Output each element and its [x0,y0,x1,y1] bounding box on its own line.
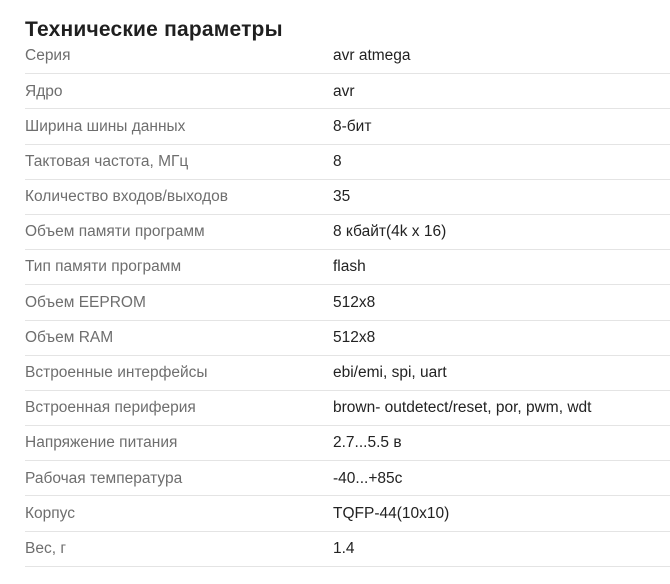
param-value: 8 [333,152,342,170]
param-label: Объем EEPROM [25,293,146,311]
param-label: Рабочая температура [25,469,183,487]
table-row: Количество входов/выходов 35 [25,180,670,215]
table-row: Тип памяти программ flash [25,250,670,286]
param-value: 512x8 [333,328,376,346]
table-row: Объем RAM 512x8 [25,321,670,356]
table-row: Встроенная периферия brown- outdetect/re… [25,391,670,427]
param-value: flash [333,258,366,276]
table-row: Объем EEPROM 512x8 [25,285,670,321]
param-value: 1.4 [333,539,355,557]
param-value: brown- outdetect/reset, por, pwm, wdt [333,399,592,417]
param-label: Тип памяти программ [25,258,182,276]
param-label: Объем RAM [25,328,114,346]
table-row: Серия avr atmega [25,39,670,75]
table-row: Рабочая температура -40...+85c [25,461,670,497]
param-value: avr [333,82,355,100]
param-label: Объем памяти программ [25,223,205,241]
param-label: Ширина шины данных [25,117,186,135]
spec-table: Серия avr atmega Ядро avr Ширина шины да… [25,39,670,567]
param-value: TQFP-44(10x10) [333,504,450,522]
table-row: Корпус TQFP-44(10x10) [25,496,670,532]
param-label: Тактовая частота, МГц [25,152,189,170]
param-value: 8 кбайт(4k x 16) [333,223,447,241]
table-row: Напряжение питания 2.7...5.5 в [25,426,670,462]
param-label: Корпус [25,504,75,522]
param-label: Встроенные интерфейсы [25,364,208,382]
spec-section: Технические параметры Серия avr atmega Я… [25,0,670,567]
param-label: Ядро [25,82,63,100]
param-label: Встроенная периферия [25,399,196,417]
param-value: 2.7...5.5 в [333,434,402,452]
param-value: 8-бит [333,117,372,135]
param-value: -40...+85c [333,469,403,487]
param-value: avr atmega [333,47,411,65]
param-label: Вес, г [25,539,66,557]
table-row: Ширина шины данных 8-бит [25,109,670,145]
param-label: Серия [25,47,71,65]
table-row: Ядро avr [25,74,670,110]
param-label: Напряжение питания [25,434,178,452]
table-row: Объем памяти программ 8 кбайт(4k x 16) [25,215,670,251]
table-row: Тактовая частота, МГц 8 [25,145,670,180]
table-row: Вес, г 1.4 [25,532,670,567]
param-value: ebi/emi, spi, uart [333,364,447,382]
param-value: 512x8 [333,293,376,311]
param-label: Количество входов/выходов [25,188,228,206]
param-value: 35 [333,188,351,206]
page-title: Технические параметры [25,18,283,41]
table-row: Встроенные интерфейсы ebi/emi, spi, uart [25,356,670,391]
